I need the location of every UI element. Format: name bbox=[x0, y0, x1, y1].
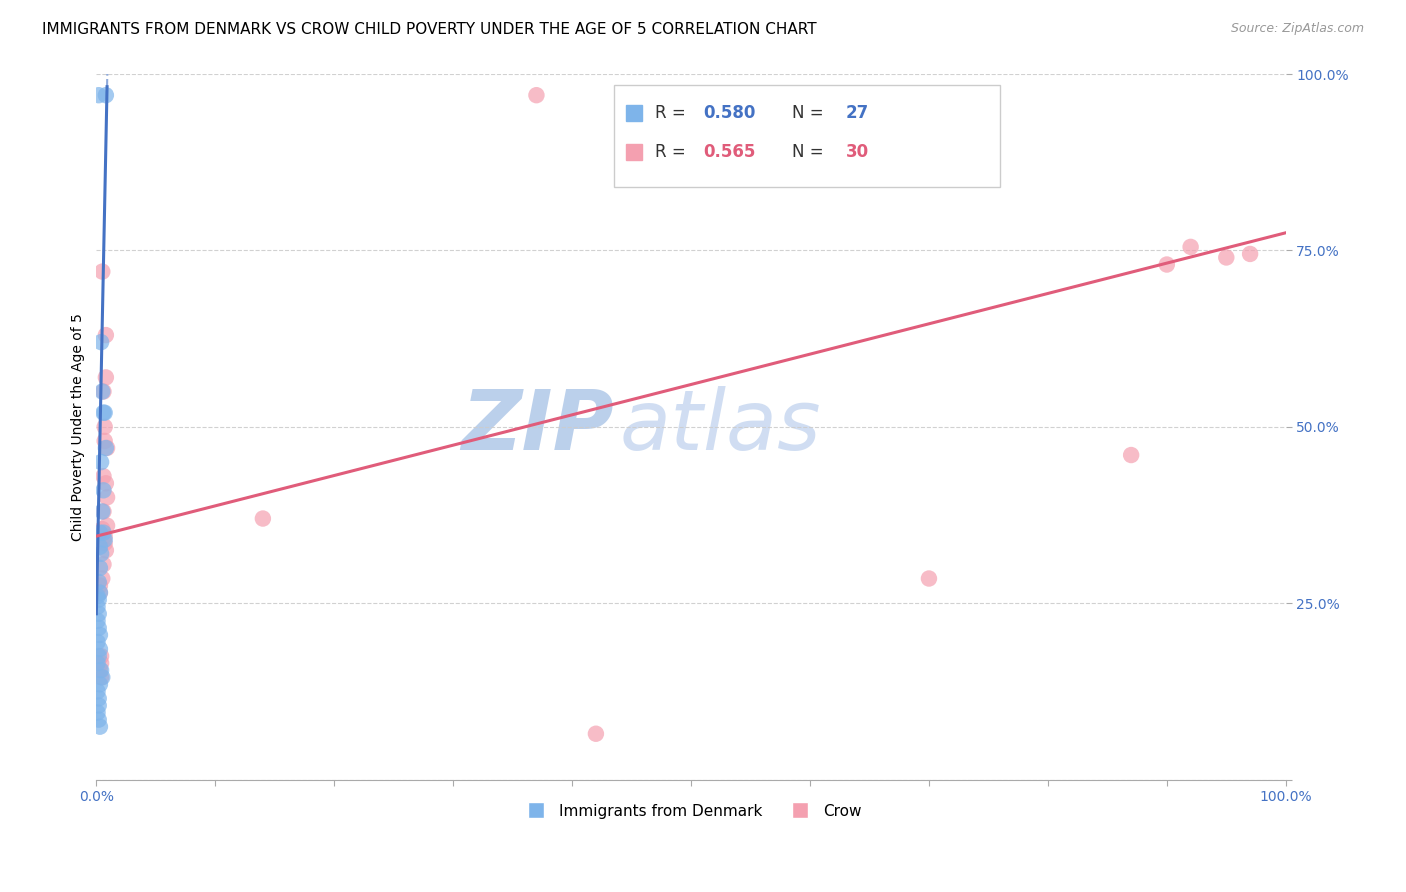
Point bbox=[86, 684, 108, 698]
Point bbox=[93, 384, 115, 399]
Point bbox=[93, 536, 115, 550]
Point bbox=[87, 691, 110, 706]
Point bbox=[93, 533, 115, 547]
Point bbox=[90, 670, 112, 684]
Point bbox=[93, 529, 115, 543]
Point bbox=[93, 558, 115, 572]
Text: ZIP: ZIP bbox=[461, 386, 614, 467]
Text: IMMIGRANTS FROM DENMARK VS CROW CHILD POVERTY UNDER THE AGE OF 5 CORRELATION CHA: IMMIGRANTS FROM DENMARK VS CROW CHILD PO… bbox=[42, 22, 817, 37]
Point bbox=[90, 455, 112, 469]
Y-axis label: Child Poverty Under the Age of 5: Child Poverty Under the Age of 5 bbox=[72, 313, 86, 541]
Point bbox=[96, 518, 118, 533]
Point bbox=[93, 525, 115, 540]
Point bbox=[86, 656, 108, 670]
Point bbox=[1239, 247, 1261, 261]
Point bbox=[86, 706, 108, 720]
Point bbox=[89, 642, 111, 657]
Point bbox=[91, 670, 114, 684]
Point bbox=[89, 628, 111, 642]
Point bbox=[93, 419, 115, 434]
Text: 27: 27 bbox=[845, 103, 869, 122]
Point bbox=[1156, 258, 1178, 272]
Point bbox=[89, 525, 111, 540]
Point bbox=[87, 88, 110, 103]
Point bbox=[91, 504, 114, 518]
Point bbox=[90, 649, 112, 664]
Point bbox=[93, 504, 115, 518]
Text: 0.565: 0.565 bbox=[703, 143, 755, 161]
Point bbox=[91, 384, 114, 399]
Point bbox=[90, 547, 112, 561]
Point bbox=[89, 585, 111, 599]
Point bbox=[91, 264, 114, 278]
Point bbox=[93, 434, 115, 448]
Point bbox=[93, 483, 115, 498]
Point bbox=[94, 441, 117, 455]
Text: R =: R = bbox=[655, 103, 692, 122]
Point bbox=[94, 88, 117, 103]
Point bbox=[94, 328, 117, 343]
Point bbox=[1121, 448, 1143, 462]
Point bbox=[87, 607, 110, 621]
Point bbox=[89, 663, 111, 677]
Point bbox=[94, 543, 117, 558]
Point bbox=[89, 720, 111, 734]
Point bbox=[94, 370, 117, 384]
Point bbox=[94, 476, 117, 491]
Point bbox=[86, 599, 108, 614]
Point bbox=[89, 677, 111, 691]
Text: R =: R = bbox=[655, 143, 692, 161]
Point bbox=[91, 572, 114, 586]
Text: N =: N = bbox=[792, 103, 830, 122]
Text: 0.580: 0.580 bbox=[703, 103, 755, 122]
Point bbox=[89, 585, 111, 599]
Point bbox=[91, 522, 114, 536]
Point bbox=[87, 713, 110, 727]
Point bbox=[526, 88, 548, 103]
Legend: Immigrants from Denmark, Crow: Immigrants from Denmark, Crow bbox=[515, 797, 868, 825]
Point bbox=[585, 727, 607, 741]
FancyBboxPatch shape bbox=[614, 85, 1000, 187]
Point bbox=[87, 621, 110, 635]
Point bbox=[89, 561, 111, 575]
Text: Source: ZipAtlas.com: Source: ZipAtlas.com bbox=[1230, 22, 1364, 36]
Point bbox=[86, 589, 108, 603]
Point bbox=[96, 491, 118, 505]
Point bbox=[89, 540, 111, 554]
Point bbox=[93, 406, 115, 420]
Point bbox=[86, 614, 108, 628]
Point bbox=[93, 469, 115, 483]
Point bbox=[86, 635, 108, 649]
Point bbox=[1215, 251, 1237, 265]
Point bbox=[89, 578, 111, 592]
Point bbox=[93, 406, 115, 420]
Point bbox=[87, 575, 110, 590]
Point bbox=[90, 656, 112, 670]
Text: N =: N = bbox=[792, 143, 830, 161]
Point bbox=[96, 441, 118, 455]
Point bbox=[90, 663, 112, 677]
Text: 30: 30 bbox=[845, 143, 869, 161]
Point bbox=[918, 572, 941, 586]
Point bbox=[87, 649, 110, 664]
Point bbox=[252, 511, 274, 525]
Text: atlas: atlas bbox=[620, 386, 821, 467]
Point bbox=[87, 698, 110, 713]
Point bbox=[90, 335, 112, 350]
Point bbox=[1180, 240, 1202, 254]
Point bbox=[87, 592, 110, 607]
